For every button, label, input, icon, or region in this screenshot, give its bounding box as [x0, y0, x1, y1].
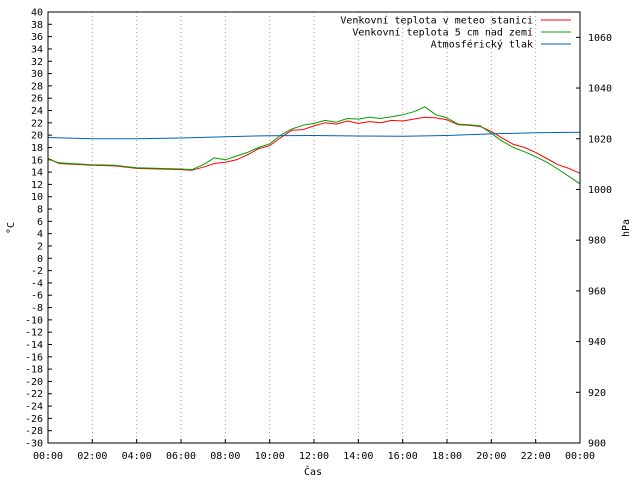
legend-label: Atmosférický tlak: [431, 39, 533, 51]
x-tick-label: 06:00: [166, 451, 196, 462]
y-right-tick-label: 920: [588, 388, 606, 399]
y-left-tick-label: -24: [25, 402, 43, 413]
y-left-tick-label: 18: [31, 143, 43, 154]
x-tick-label: 04:00: [122, 451, 152, 462]
y-left-tick-label: -14: [25, 340, 43, 351]
plot-frame: [47, 11, 581, 444]
y-right-tick-label: 940: [588, 337, 606, 348]
x-tick-label: 22:00: [521, 451, 551, 462]
series-line-3: [47, 131, 581, 140]
x-tick-label: 18:00: [432, 451, 462, 462]
x-tick-label: 00:00: [565, 451, 595, 462]
legend-label: Venkovní teplota v meteo stanici: [340, 15, 533, 27]
y-left-tick-label: -16: [25, 352, 43, 363]
series-line-2: [47, 106, 581, 185]
y-right-ticks: 900 920 940 960 980 1000 1020 1040 1060: [576, 33, 612, 450]
y-right-tick-label: 980: [588, 236, 606, 247]
x-tick-label: 08:00: [210, 451, 240, 462]
y-left-tick-label: -4: [31, 278, 43, 289]
y-left-tick-label: 20: [31, 131, 43, 142]
x-tick-label: 14:00: [343, 451, 373, 462]
series-layer: [47, 106, 581, 185]
y-right-tick-label: 960: [588, 286, 606, 297]
x-tick-label: 12:00: [299, 451, 329, 462]
y-left-tick-label: -2: [31, 266, 43, 277]
y-left-tick-label: 32: [31, 57, 43, 68]
y-left-tick-label: 22: [31, 118, 43, 129]
y-left-tick-label: 40: [31, 8, 43, 19]
y-left-tick-label: -26: [25, 414, 43, 425]
y-left-tick-label: 2: [37, 241, 43, 252]
y-left-ticks: -30-28-26-24-22-20-18-16-14-12-10-8-6-4-…: [25, 8, 52, 450]
x-tick-label: 00:00: [33, 451, 63, 462]
y-left-tick-label: 28: [31, 81, 43, 92]
y-left-tick-label: 8: [37, 205, 43, 216]
x-tick-label: 10:00: [255, 451, 285, 462]
x-ticks: 00:00 02:00 04:00 06:00 08:00 10:00 12:00 14:00…: [33, 439, 595, 462]
y-left-tick-label: 16: [31, 155, 43, 166]
y-left-tick-label: -12: [25, 328, 43, 339]
y-left-tick-label: 12: [31, 180, 43, 191]
series-line-1: [47, 116, 581, 174]
x-tick-label: 20:00: [476, 451, 506, 462]
y-left-axis-label: °C: [6, 222, 17, 234]
y-left-tick-label: 24: [31, 106, 43, 117]
x-tick-label: 02:00: [77, 451, 107, 462]
y-left-tick-label: -10: [25, 315, 43, 326]
y-left-tick-label: 4: [37, 229, 43, 240]
y-left-tick-label: -20: [25, 377, 43, 388]
y-left-tick-label: 38: [31, 20, 43, 31]
y-left-tick-label: -28: [25, 426, 43, 437]
y-left-tick-label: -22: [25, 389, 43, 400]
y-left-tick-label: 10: [31, 192, 43, 203]
y-left-tick-label: -8: [31, 303, 43, 314]
y-right-tick-label: 1000: [588, 185, 612, 196]
y-left-tick-label: -30: [25, 439, 43, 450]
y-right-axis-label: hPa: [621, 219, 632, 237]
legend: Venkovní teplota v meteo staniciVenkovní…: [340, 15, 571, 51]
y-left-tick-label: 6: [37, 217, 43, 228]
x-axis-label: Čas: [304, 465, 322, 478]
legend-label: Venkovní teplota 5 cm nad zemí: [352, 27, 533, 39]
y-left-tick-label: -6: [31, 291, 43, 302]
y-right-tick-label: 900: [588, 439, 606, 450]
y-left-tick-label: 26: [31, 94, 43, 105]
y-left-tick-label: 36: [31, 32, 43, 43]
y-right-tick-label: 1040: [588, 84, 612, 95]
y-left-tick-label: 14: [31, 168, 43, 179]
y-left-tick-label: -18: [25, 365, 43, 376]
x-tick-label: 16:00: [388, 451, 418, 462]
y-left-tick-label: 30: [31, 69, 43, 80]
y-left-tick-label: 0: [37, 254, 43, 265]
y-right-tick-label: 1020: [588, 134, 612, 145]
y-left-tick-label: 34: [31, 44, 43, 55]
y-right-tick-label: 1060: [588, 33, 612, 44]
